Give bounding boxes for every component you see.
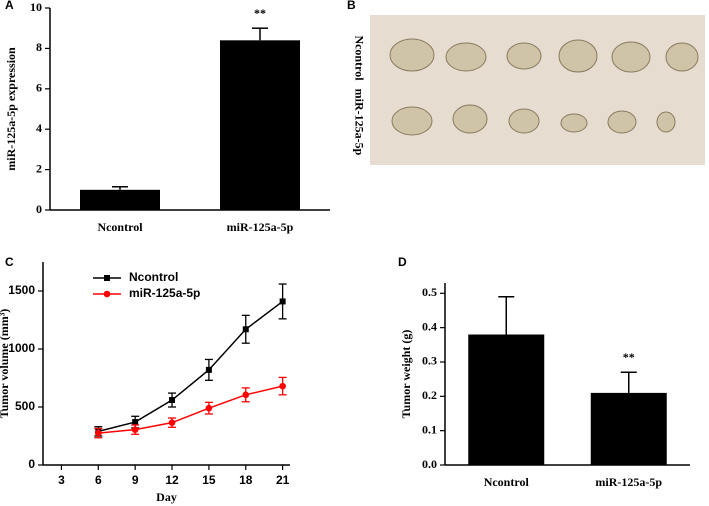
y-tick-label: 1500 <box>8 283 35 297</box>
marker <box>132 419 139 426</box>
y-tick-label: 0.4 <box>422 319 437 333</box>
bar <box>590 392 667 465</box>
x-tick-label: 12 <box>165 473 179 487</box>
y-tick-label: 10 <box>30 0 42 14</box>
series-line <box>98 385 283 434</box>
series-line <box>98 300 284 433</box>
y-tick-label: 0.2 <box>422 388 437 402</box>
bar <box>468 334 545 465</box>
panel-letter: C <box>5 255 14 269</box>
significance: ** <box>254 6 266 20</box>
marker <box>279 298 286 305</box>
y-tick-label: 0.1 <box>422 422 437 436</box>
row-label: miR-125a-5p <box>352 89 366 156</box>
panel-letter: A <box>5 0 14 12</box>
legend-marker <box>103 290 111 298</box>
x-tick-label: miR-125a-5p <box>595 475 662 489</box>
x-tick-label: 15 <box>202 473 216 487</box>
y-tick-label: 500 <box>15 399 35 413</box>
bar <box>80 189 160 210</box>
marker <box>168 419 176 426</box>
x-tick-label: 3 <box>58 473 65 487</box>
y-tick-label: 4 <box>36 121 42 135</box>
x-tick-label: 21 <box>276 473 290 487</box>
y-tick-label: 8 <box>36 40 42 54</box>
y-axis-label: miR-125a-5p expression <box>4 47 18 171</box>
marker <box>242 391 250 399</box>
x-tick-label: 6 <box>95 473 102 487</box>
marker <box>205 404 213 412</box>
y-tick-label: 1000 <box>8 341 35 355</box>
marker <box>169 397 176 404</box>
marker <box>279 382 286 390</box>
x-tick-label: 9 <box>132 473 139 487</box>
marker <box>205 366 212 373</box>
legend-marker <box>104 275 110 281</box>
marker <box>94 429 102 437</box>
x-tick-label: 18 <box>239 473 253 487</box>
row-label: Ncontrol <box>352 35 366 81</box>
significance: ** <box>623 350 635 364</box>
y-tick-label: 2 <box>36 161 42 175</box>
marker <box>242 326 249 333</box>
y-axis-label: Tumor volume (mm³) <box>0 309 11 419</box>
panel-letter: B <box>347 0 356 12</box>
y-axis-label: Tumor weight (g) <box>399 330 413 419</box>
y-tick-label: 0 <box>28 457 35 471</box>
y-tick-label: 0.5 <box>422 285 437 299</box>
bar <box>220 40 300 210</box>
y-tick-label: 0.0 <box>422 457 437 471</box>
y-tick-label: 6 <box>36 81 42 95</box>
x-tick-label: miR-125a-5p <box>227 220 294 234</box>
panel-letter: D <box>398 255 407 269</box>
tumor-photo <box>370 15 705 165</box>
x-axis-label: Day <box>156 490 177 504</box>
y-tick-label: 0 <box>36 202 42 216</box>
legend-label: miR-125a-5p <box>129 286 200 300</box>
x-tick-label: Ncontrol <box>484 475 530 489</box>
legend-label: Ncontrol <box>129 270 178 284</box>
x-tick-label: Ncontrol <box>97 220 143 234</box>
y-tick-label: 0.3 <box>422 354 437 368</box>
marker <box>131 426 139 433</box>
